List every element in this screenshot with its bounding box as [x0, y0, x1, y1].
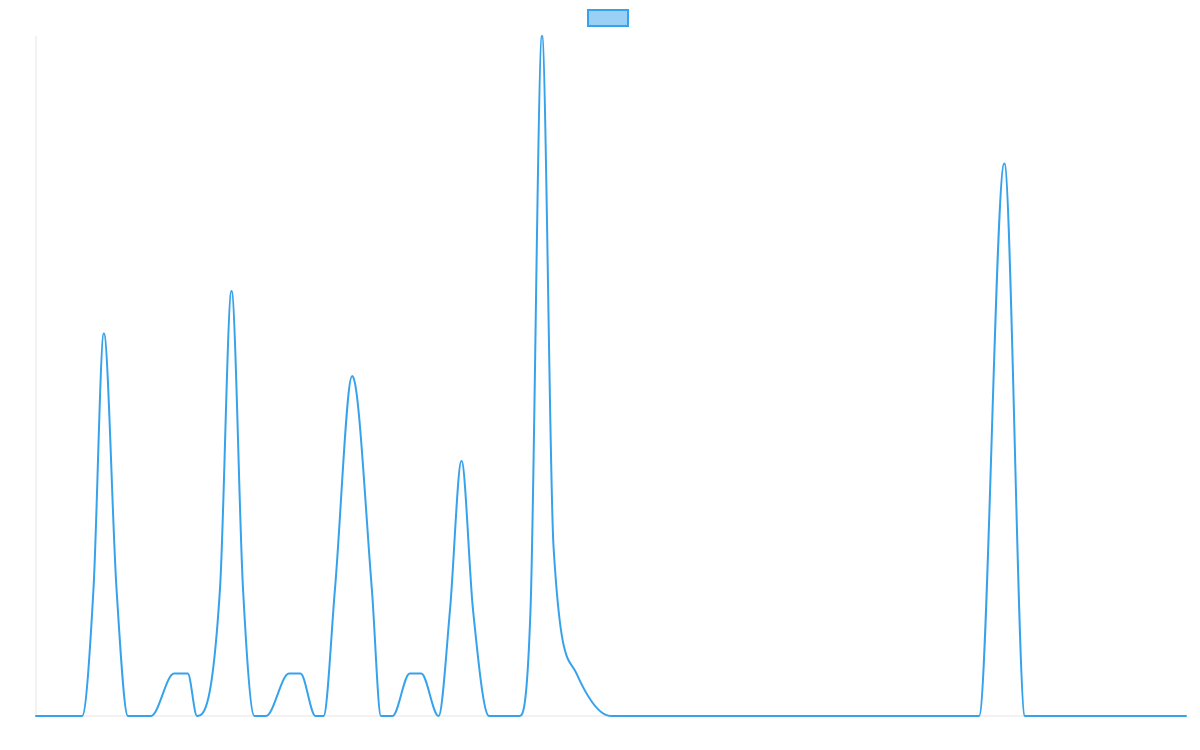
legend[interactable] — [587, 9, 629, 27]
series-layer — [35, 35, 1187, 717]
series-line-0 — [35, 35, 1187, 717]
legend-swatch-0[interactable] — [587, 9, 629, 27]
